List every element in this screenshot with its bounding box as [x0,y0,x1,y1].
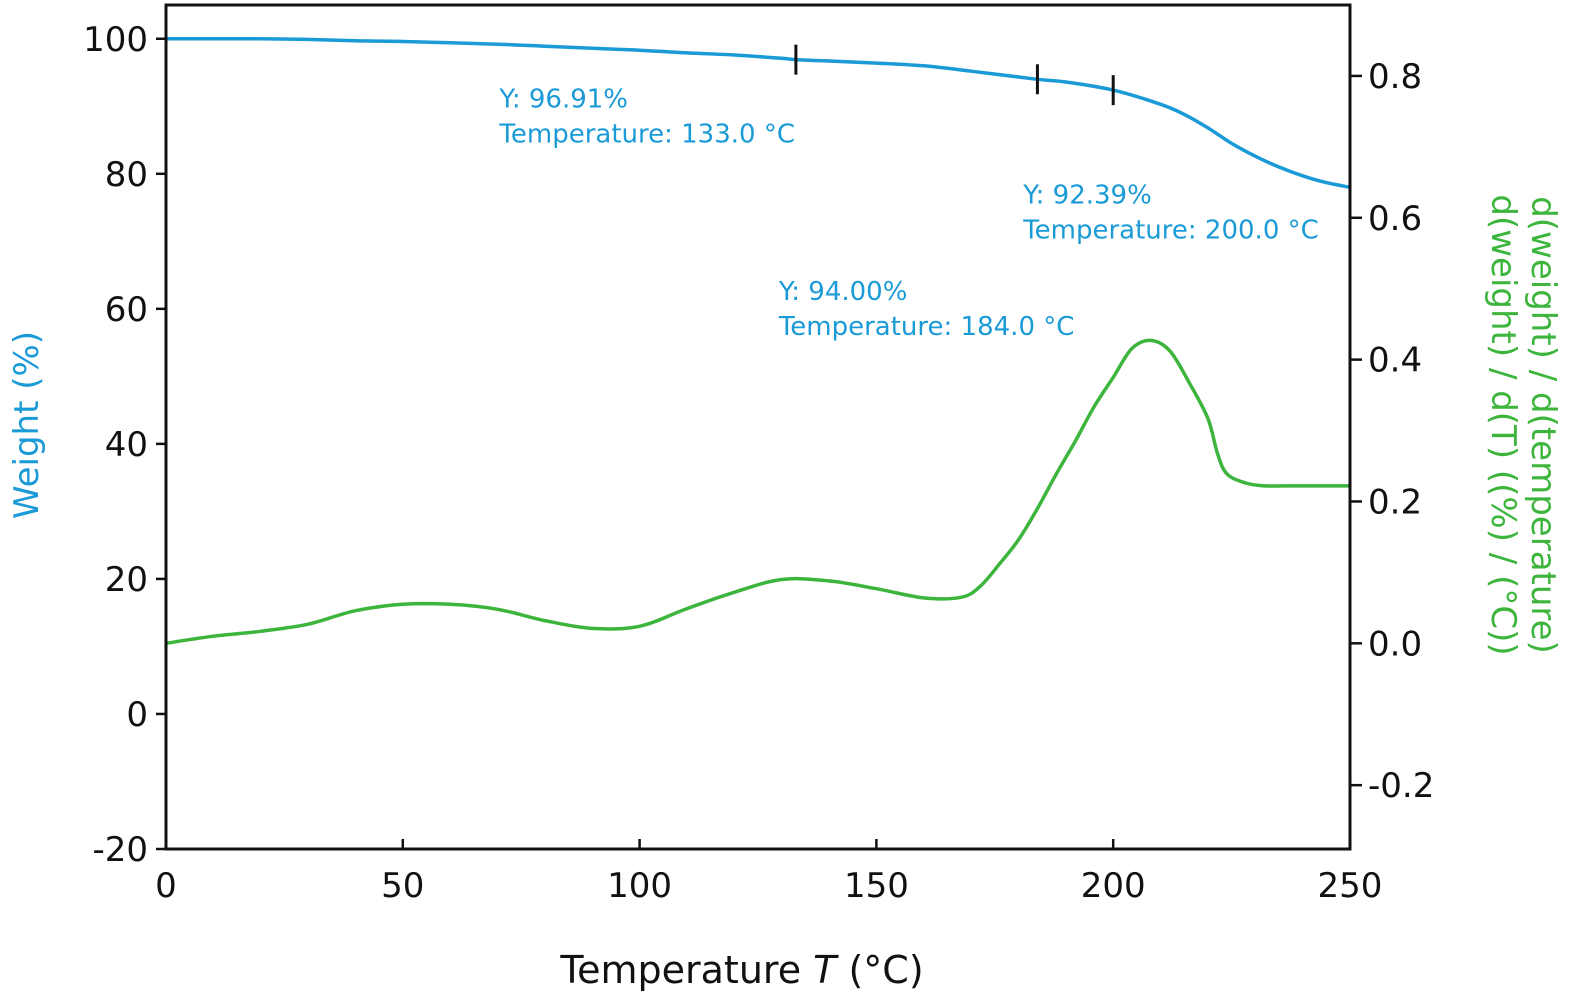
x-tick-label: 250 [1318,866,1383,906]
plot-frame [164,3,1352,851]
y-axis-right: -0.2 0.0 0.2 0.4 0.6 0.8 [1350,57,1434,806]
x-axis-title-variable: T [813,948,839,992]
annotation-value: Y: 96.91% [498,85,628,115]
x-tick-label: 100 [607,866,672,906]
x-axis-title-prefix: Temperature [559,948,813,992]
y-left-tick-label: 20 [105,560,148,600]
y-left-tick-label: 40 [105,425,148,465]
y-right-tick-label: -0.2 [1368,766,1434,806]
annotation-temperature: Temperature: 200.0 °C [1022,216,1319,246]
y-left-tick-label: -20 [92,830,148,870]
y-right-tick-label: 0.2 [1368,482,1422,522]
y-right-tick-label: 0.4 [1368,341,1422,381]
annotation-temperature: Temperature: 133.0 °C [498,120,795,150]
marker-group [794,44,1115,106]
plot-area: Y: 96.91% Temperature: 133.0 °C Y: 94.00% T… [165,36,1351,646]
y-axis-right-title-line2: d(weight) / d(T) ((%) / (°C)) [1483,194,1523,655]
derivative-series-line [165,338,1350,646]
y-right-tick-label: 0.8 [1368,57,1422,97]
x-axis: 0 50 100 150 200 250 [155,839,1382,906]
x-axis-title: Temperature T (°C) [559,948,923,992]
annotation-temperature: Temperature: 184.0 °C [778,312,1075,342]
annotation-value: Y: 92.39% [1022,181,1152,211]
x-tick-label: 50 [381,866,424,906]
y-axis-left-title: Weight (%) [7,331,47,519]
x-tick-label: 150 [844,866,909,906]
x-tick-label: 200 [1081,866,1146,906]
y-axis-left: -20 0 20 40 60 80 100 [83,20,166,870]
annotation-group: Y: 96.91% Temperature: 133.0 °C Y: 94.00% T… [498,85,1318,342]
y-left-tick-label: 100 [83,20,148,60]
y-left-tick-label: 80 [105,155,148,195]
x-tick-label: 0 [155,866,177,906]
y-left-tick-label: 60 [105,290,148,330]
weight-series-line [165,36,1351,190]
y-axis-right-title-line1: d(weight) / d(temperature) [1523,196,1563,654]
y-right-tick-label: 0.6 [1368,199,1422,239]
x-axis-title-unit: (°C) [836,948,923,992]
y-left-tick-label: 0 [126,695,148,735]
y-right-tick-label: 0.0 [1368,624,1422,664]
annotation-value: Y: 94.00% [778,277,908,307]
